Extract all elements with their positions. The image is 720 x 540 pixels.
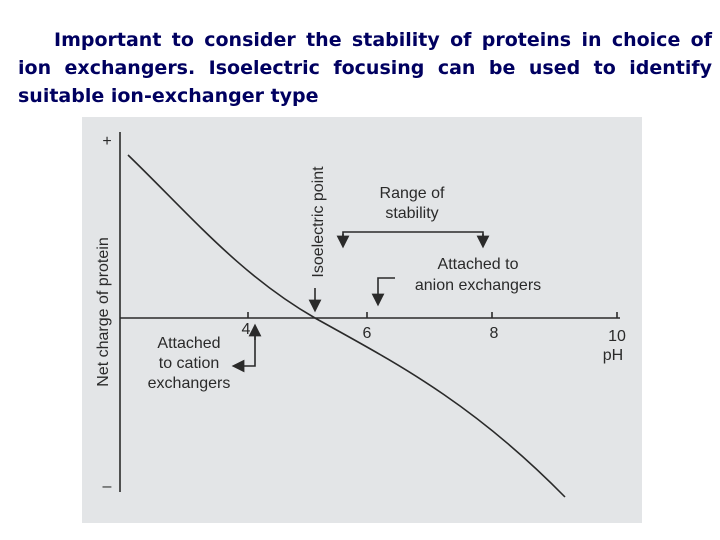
x-tick-label: 8: [490, 325, 499, 342]
anion-label: Attached to: [438, 256, 519, 273]
paragraph: Important to consider the stability of p…: [18, 29, 712, 107]
stability-label: Range of: [380, 185, 445, 202]
arrow: [371, 277, 395, 307]
y-minus: –: [103, 478, 112, 495]
y-axis-label: Net charge of protein: [95, 237, 112, 386]
anion-label: anion exchangers: [415, 277, 541, 294]
x-tick-label: 6: [363, 325, 372, 342]
figure-background: [82, 117, 642, 523]
cation-label: Attached: [157, 335, 220, 352]
y-plus: +: [102, 133, 111, 150]
x-tick-label: 4: [242, 321, 251, 338]
charge-curve: [127, 154, 566, 498]
arrow: [231, 336, 256, 373]
cation-label: exchangers: [148, 375, 231, 392]
stability-label: stability: [385, 205, 438, 222]
x-tick-label: 10: [608, 328, 626, 345]
isoelectric-label: Isoelectric point: [310, 166, 327, 278]
cation-label: to cation: [159, 355, 219, 372]
x-axis-label: pH: [603, 347, 623, 364]
